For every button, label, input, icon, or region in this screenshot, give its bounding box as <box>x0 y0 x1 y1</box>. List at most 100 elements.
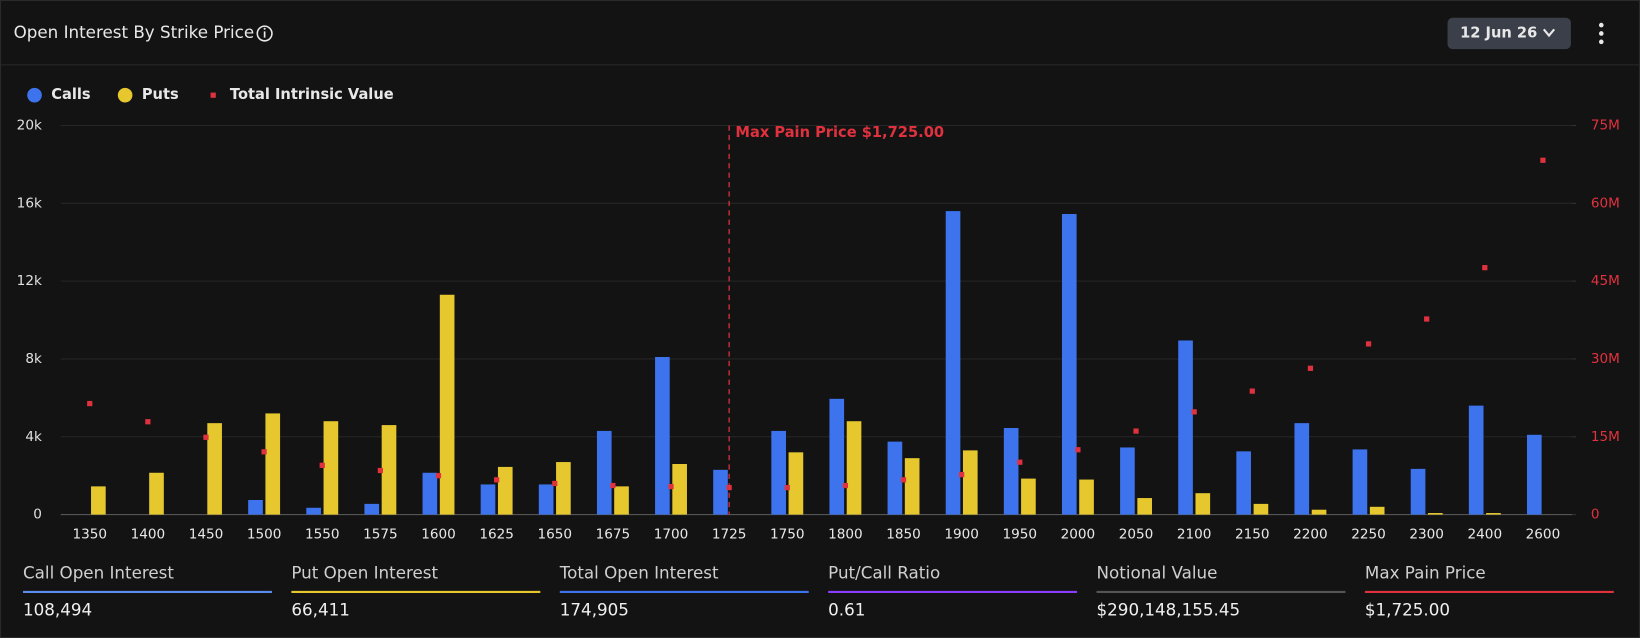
bar <box>596 430 612 515</box>
bar <box>1061 214 1077 515</box>
stat-value: $1,725.00 <box>1365 599 1450 619</box>
bar <box>1120 447 1135 515</box>
bar <box>1427 513 1443 515</box>
intrinsic-point <box>87 400 93 407</box>
menu-button[interactable] <box>1598 22 1604 45</box>
bar <box>439 294 455 515</box>
x-tick-label: 1500 <box>247 526 282 542</box>
bar <box>887 441 903 515</box>
bar <box>614 486 629 515</box>
x-tick-label: 1625 <box>479 526 514 542</box>
stat-label: Put/Call Ratio <box>828 563 940 583</box>
stat-value: 174,905 <box>560 599 629 619</box>
bar <box>497 466 513 515</box>
legend-label: Puts <box>142 86 179 103</box>
bar <box>904 458 920 515</box>
y2-tick-label: 75M <box>1591 118 1620 134</box>
intrinsic-point <box>842 482 849 489</box>
stat-value: 0.61 <box>828 599 865 619</box>
bar <box>829 398 845 515</box>
bar <box>771 430 786 515</box>
intrinsic-point <box>1133 428 1139 434</box>
legend-swatch <box>117 87 133 103</box>
bar <box>1253 503 1269 515</box>
bar <box>945 211 961 515</box>
x-tick-label: 1850 <box>886 526 921 542</box>
intrinsic-point <box>1017 459 1023 465</box>
stat-value: 66,411 <box>291 599 350 619</box>
intrinsic-point <box>203 434 209 440</box>
bar <box>381 425 397 515</box>
bar <box>422 472 438 515</box>
x-tick-label: 1400 <box>131 526 166 542</box>
y2-tick-label: 15M <box>1591 429 1620 445</box>
y2-tick-label: 45M <box>1591 273 1620 289</box>
bar <box>1526 434 1542 515</box>
intrinsic-point <box>1540 157 1546 163</box>
bar <box>1178 340 1193 515</box>
x-tick-label: 2300 <box>1409 526 1444 542</box>
intrinsic-point <box>726 484 732 491</box>
intrinsic-point <box>435 473 442 479</box>
intrinsic-point <box>145 419 151 425</box>
bar <box>538 484 554 515</box>
stat-label: Put Open Interest <box>291 563 438 583</box>
intrinsic-point <box>1191 409 1197 415</box>
x-tick-label: 2150 <box>1235 526 1270 542</box>
intrinsic-point <box>552 480 558 487</box>
bar <box>1369 506 1385 515</box>
x-tick-label: 1550 <box>305 526 340 542</box>
x-tick-label: 1700 <box>654 526 689 542</box>
date-selector[interactable]: 12 Jun 26 <box>1447 17 1571 50</box>
x-tick-label: 1800 <box>828 526 863 542</box>
bar <box>248 499 263 515</box>
bar <box>480 484 496 515</box>
stat-value: 108,494 <box>23 599 92 619</box>
max-pain-label: Max Pain Price $1,725.00 <box>735 124 944 141</box>
stat-value: $290,148,155.45 <box>1097 599 1241 619</box>
bar <box>1021 478 1036 515</box>
x-tick-label: 1900 <box>944 526 979 542</box>
chart-title: Open Interest By Strike Price <box>14 22 255 42</box>
intrinsic-point <box>1075 447 1081 453</box>
intrinsic-point <box>494 477 500 483</box>
bar <box>91 486 106 515</box>
intrinsic-point <box>377 467 383 474</box>
bar <box>1294 423 1310 515</box>
y-tick-label: 12k <box>17 273 42 289</box>
bar <box>1236 451 1251 515</box>
x-tick-label: 1725 <box>712 526 747 542</box>
x-tick-label: 2000 <box>1061 526 1096 542</box>
x-tick-label: 2200 <box>1293 526 1328 542</box>
x-tick-label: 1675 <box>596 526 631 542</box>
legend-label: Total Intrinsic Value <box>230 86 394 103</box>
intrinsic-point <box>319 462 325 468</box>
bar <box>1195 493 1211 515</box>
bar <box>1137 498 1152 515</box>
intrinsic-point <box>959 472 965 478</box>
intrinsic-point <box>1482 265 1488 271</box>
bar <box>1352 449 1368 515</box>
y2-tick-label: 60M <box>1591 195 1620 211</box>
stat-label: Notional Value <box>1097 563 1218 583</box>
x-tick-label: 2100 <box>1177 526 1212 542</box>
x-tick-label: 2250 <box>1351 526 1386 542</box>
date-label: 12 Jun 26 <box>1460 24 1537 41</box>
x-tick-label: 1575 <box>363 526 398 542</box>
bar <box>207 423 222 515</box>
intrinsic-point <box>1365 341 1372 347</box>
bar <box>1003 428 1019 515</box>
x-tick-label: 1350 <box>72 526 107 542</box>
x-tick-label: 2050 <box>1119 526 1154 542</box>
y-tick-label: 16k <box>17 195 42 211</box>
info-icon[interactable] <box>256 25 273 42</box>
x-tick-label: 2600 <box>1526 526 1561 542</box>
stat-label: Max Pain Price <box>1365 563 1486 583</box>
bar <box>265 413 281 515</box>
x-tick-label: 1950 <box>1003 526 1038 542</box>
x-tick-label: 1600 <box>421 526 456 542</box>
x-tick-label: 1450 <box>189 526 224 542</box>
intrinsic-point <box>900 477 907 483</box>
